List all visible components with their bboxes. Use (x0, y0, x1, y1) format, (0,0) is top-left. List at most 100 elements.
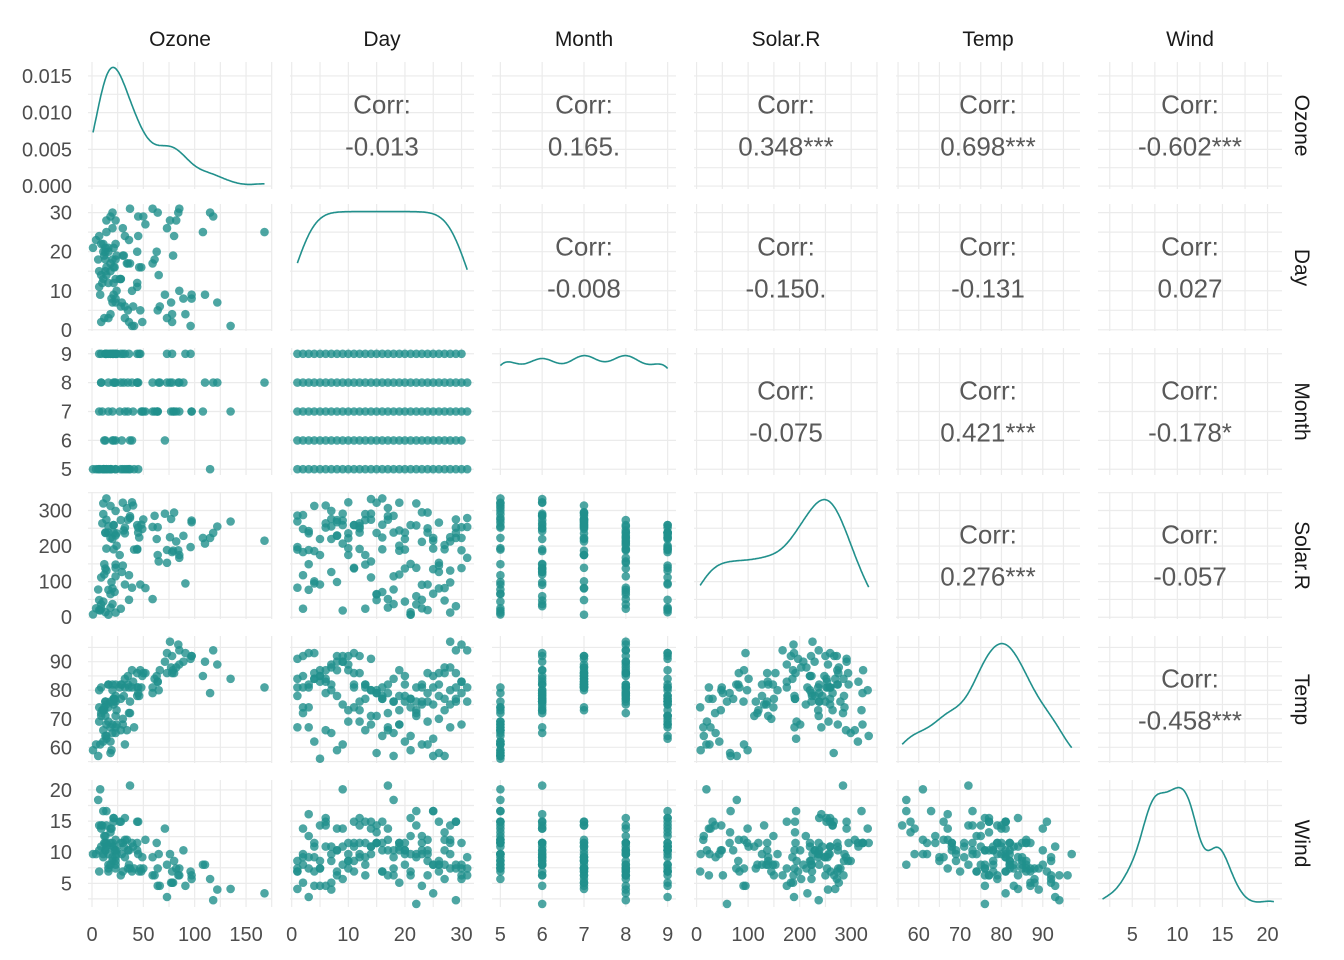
corr-value: -0.131 (951, 274, 1025, 304)
data-point (120, 674, 130, 684)
data-point (732, 864, 741, 873)
data-point (260, 227, 269, 237)
corr-value: 0.165. (548, 132, 620, 162)
data-point (101, 846, 110, 855)
data-point (825, 842, 835, 851)
x-tick-label: 70 (949, 924, 971, 946)
data-point (440, 751, 449, 761)
data-point (165, 216, 175, 225)
data-point (117, 567, 127, 577)
data-point (739, 665, 749, 675)
data-point (338, 539, 348, 548)
y-tick-label: 15 (50, 811, 72, 833)
data-point (304, 723, 314, 732)
x-tick-label: 6 (537, 924, 548, 946)
x-tick-label: 80 (990, 924, 1012, 946)
data-point (788, 852, 797, 862)
data-point (125, 697, 135, 706)
data-point (304, 680, 314, 689)
data-point (208, 895, 218, 905)
data-point (400, 597, 410, 606)
data-point (155, 881, 165, 891)
data-point (663, 580, 672, 589)
data-point (579, 864, 589, 873)
x-tick-label: 20 (1256, 924, 1278, 946)
data-point (496, 697, 505, 706)
data-point (825, 817, 835, 826)
data-point (842, 654, 851, 664)
data-point (732, 751, 742, 761)
data-point (148, 259, 157, 268)
data-point (537, 824, 547, 833)
data-point (108, 349, 117, 359)
data-point (226, 321, 235, 331)
mark-layer (88, 66, 1275, 909)
x-tick-label: 5 (495, 924, 506, 946)
panel-Day-Month (492, 204, 676, 331)
data-point (706, 824, 715, 833)
data-point (440, 694, 449, 704)
data-point (462, 683, 472, 692)
data-point (378, 846, 387, 855)
data-point (621, 553, 631, 563)
data-point (621, 600, 631, 609)
data-point (205, 688, 215, 698)
data-point (111, 563, 120, 573)
data-point (939, 817, 948, 826)
data-point (91, 464, 101, 474)
data-point (111, 711, 120, 721)
data-point (175, 204, 184, 213)
data-point (169, 856, 179, 866)
y-tick-label: 9 (61, 344, 72, 366)
data-point (579, 546, 589, 555)
data-point (327, 728, 336, 738)
data-point (412, 899, 421, 909)
data-point (96, 317, 106, 327)
data-point (771, 668, 780, 678)
data-point (106, 748, 115, 758)
data-point (383, 835, 393, 845)
data-point (118, 867, 128, 876)
data-point (462, 852, 472, 862)
data-point (806, 651, 816, 661)
data-point (109, 278, 118, 288)
data-point (955, 867, 965, 876)
data-point (355, 651, 364, 661)
data-point (814, 680, 824, 689)
data-point (125, 781, 135, 790)
data-point (153, 550, 162, 560)
data-point (186, 542, 195, 552)
data-point (728, 694, 738, 704)
data-point (833, 846, 843, 855)
data-point (361, 515, 370, 525)
data-point (355, 528, 364, 537)
data-point (496, 751, 505, 761)
data-point (496, 835, 505, 845)
data-point (127, 583, 137, 592)
data-point (260, 536, 269, 545)
data-point (814, 846, 824, 855)
data-point (153, 677, 162, 686)
data-point (383, 708, 393, 718)
data-point (445, 608, 455, 617)
data-point (964, 821, 973, 830)
data-point (1001, 889, 1010, 898)
data-point (109, 813, 118, 823)
data-point (293, 583, 302, 592)
data-point (445, 685, 455, 695)
data-point (1013, 871, 1023, 880)
data-point (980, 899, 990, 909)
data-point (148, 204, 157, 213)
data-point (102, 227, 111, 237)
data-point (537, 498, 547, 508)
data-point (400, 671, 410, 681)
data-point (663, 734, 672, 743)
data-point (621, 646, 631, 655)
data-point (378, 691, 387, 701)
x-tick-label: 50 (132, 924, 154, 946)
y-tick-label: 20 (50, 242, 72, 264)
data-point (132, 817, 142, 826)
data-point (332, 745, 342, 755)
data-point (790, 828, 800, 837)
